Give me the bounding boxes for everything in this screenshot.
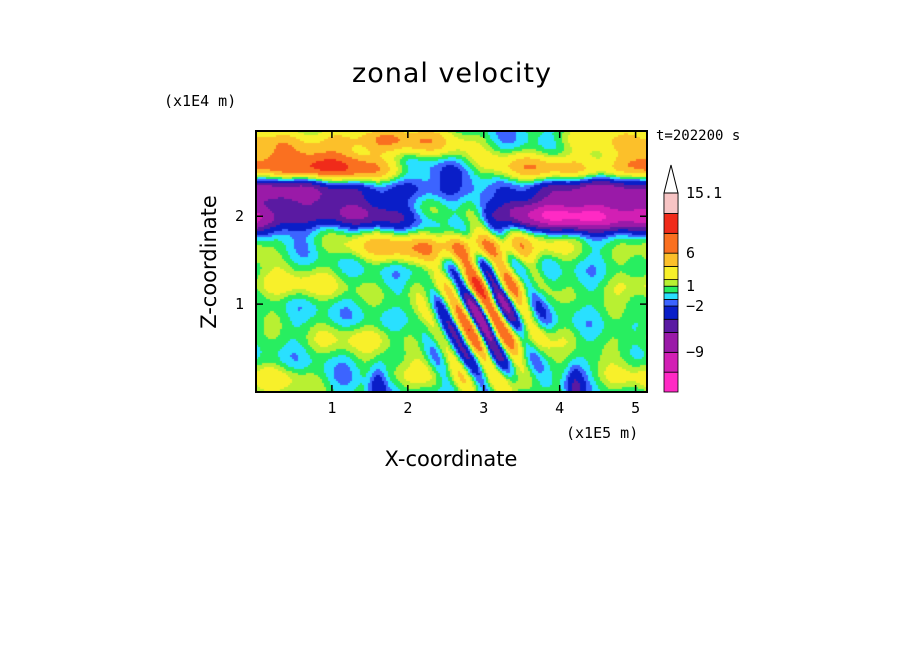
- plot-frame: [255, 130, 648, 393]
- x-tick-label: 4: [555, 399, 565, 417]
- colorbar-tick-label: 6: [686, 244, 696, 263]
- x-tick-label: 5: [631, 399, 641, 417]
- contour-field: [256, 131, 647, 392]
- colorbar-tick-label: 15.1: [686, 184, 723, 202]
- x-unit-label: (x1E5 m): [566, 424, 639, 442]
- x-tick-label: 1: [327, 399, 337, 417]
- colorbar-segment: [663, 332, 679, 353]
- colorbar-segment: [663, 232, 679, 254]
- colorbar: [663, 164, 679, 393]
- colorbar-tick-label: 1: [686, 277, 696, 296]
- z-unit-label: (x1E4 m): [164, 92, 237, 110]
- colorbar-segment: [663, 252, 679, 267]
- colorbar-segment: [663, 213, 679, 234]
- chart-title: zonal velocity: [352, 58, 552, 89]
- y-axis-ticks: [256, 215, 647, 305]
- colorbar-segment: [663, 318, 679, 333]
- x-axis-label: X-coordinate: [384, 447, 518, 471]
- x-axis-ticks: [331, 131, 637, 392]
- colorbar-over-arrow: [663, 164, 679, 194]
- colorbar-segment: [663, 299, 679, 307]
- colorbar-segment: [663, 192, 679, 214]
- colorbar-segment: [663, 305, 679, 320]
- x-tick-label: 3: [479, 399, 489, 417]
- colorbar-segment: [663, 371, 679, 393]
- z-tick-label: 2: [234, 207, 244, 226]
- colorbar-segment: [663, 279, 679, 287]
- time-label: t=202200 s: [656, 128, 741, 144]
- colorbar-tick-label: −2: [686, 297, 705, 316]
- colorbar-segment: [663, 285, 679, 294]
- colorbar-segment: [663, 265, 679, 281]
- z-tick-label: 1: [234, 295, 244, 314]
- colorbar-segment: [663, 292, 679, 300]
- colorbar-tick-label: −9: [686, 343, 705, 362]
- x-tick-label: 2: [403, 399, 413, 417]
- colorbar-segment: [663, 351, 679, 373]
